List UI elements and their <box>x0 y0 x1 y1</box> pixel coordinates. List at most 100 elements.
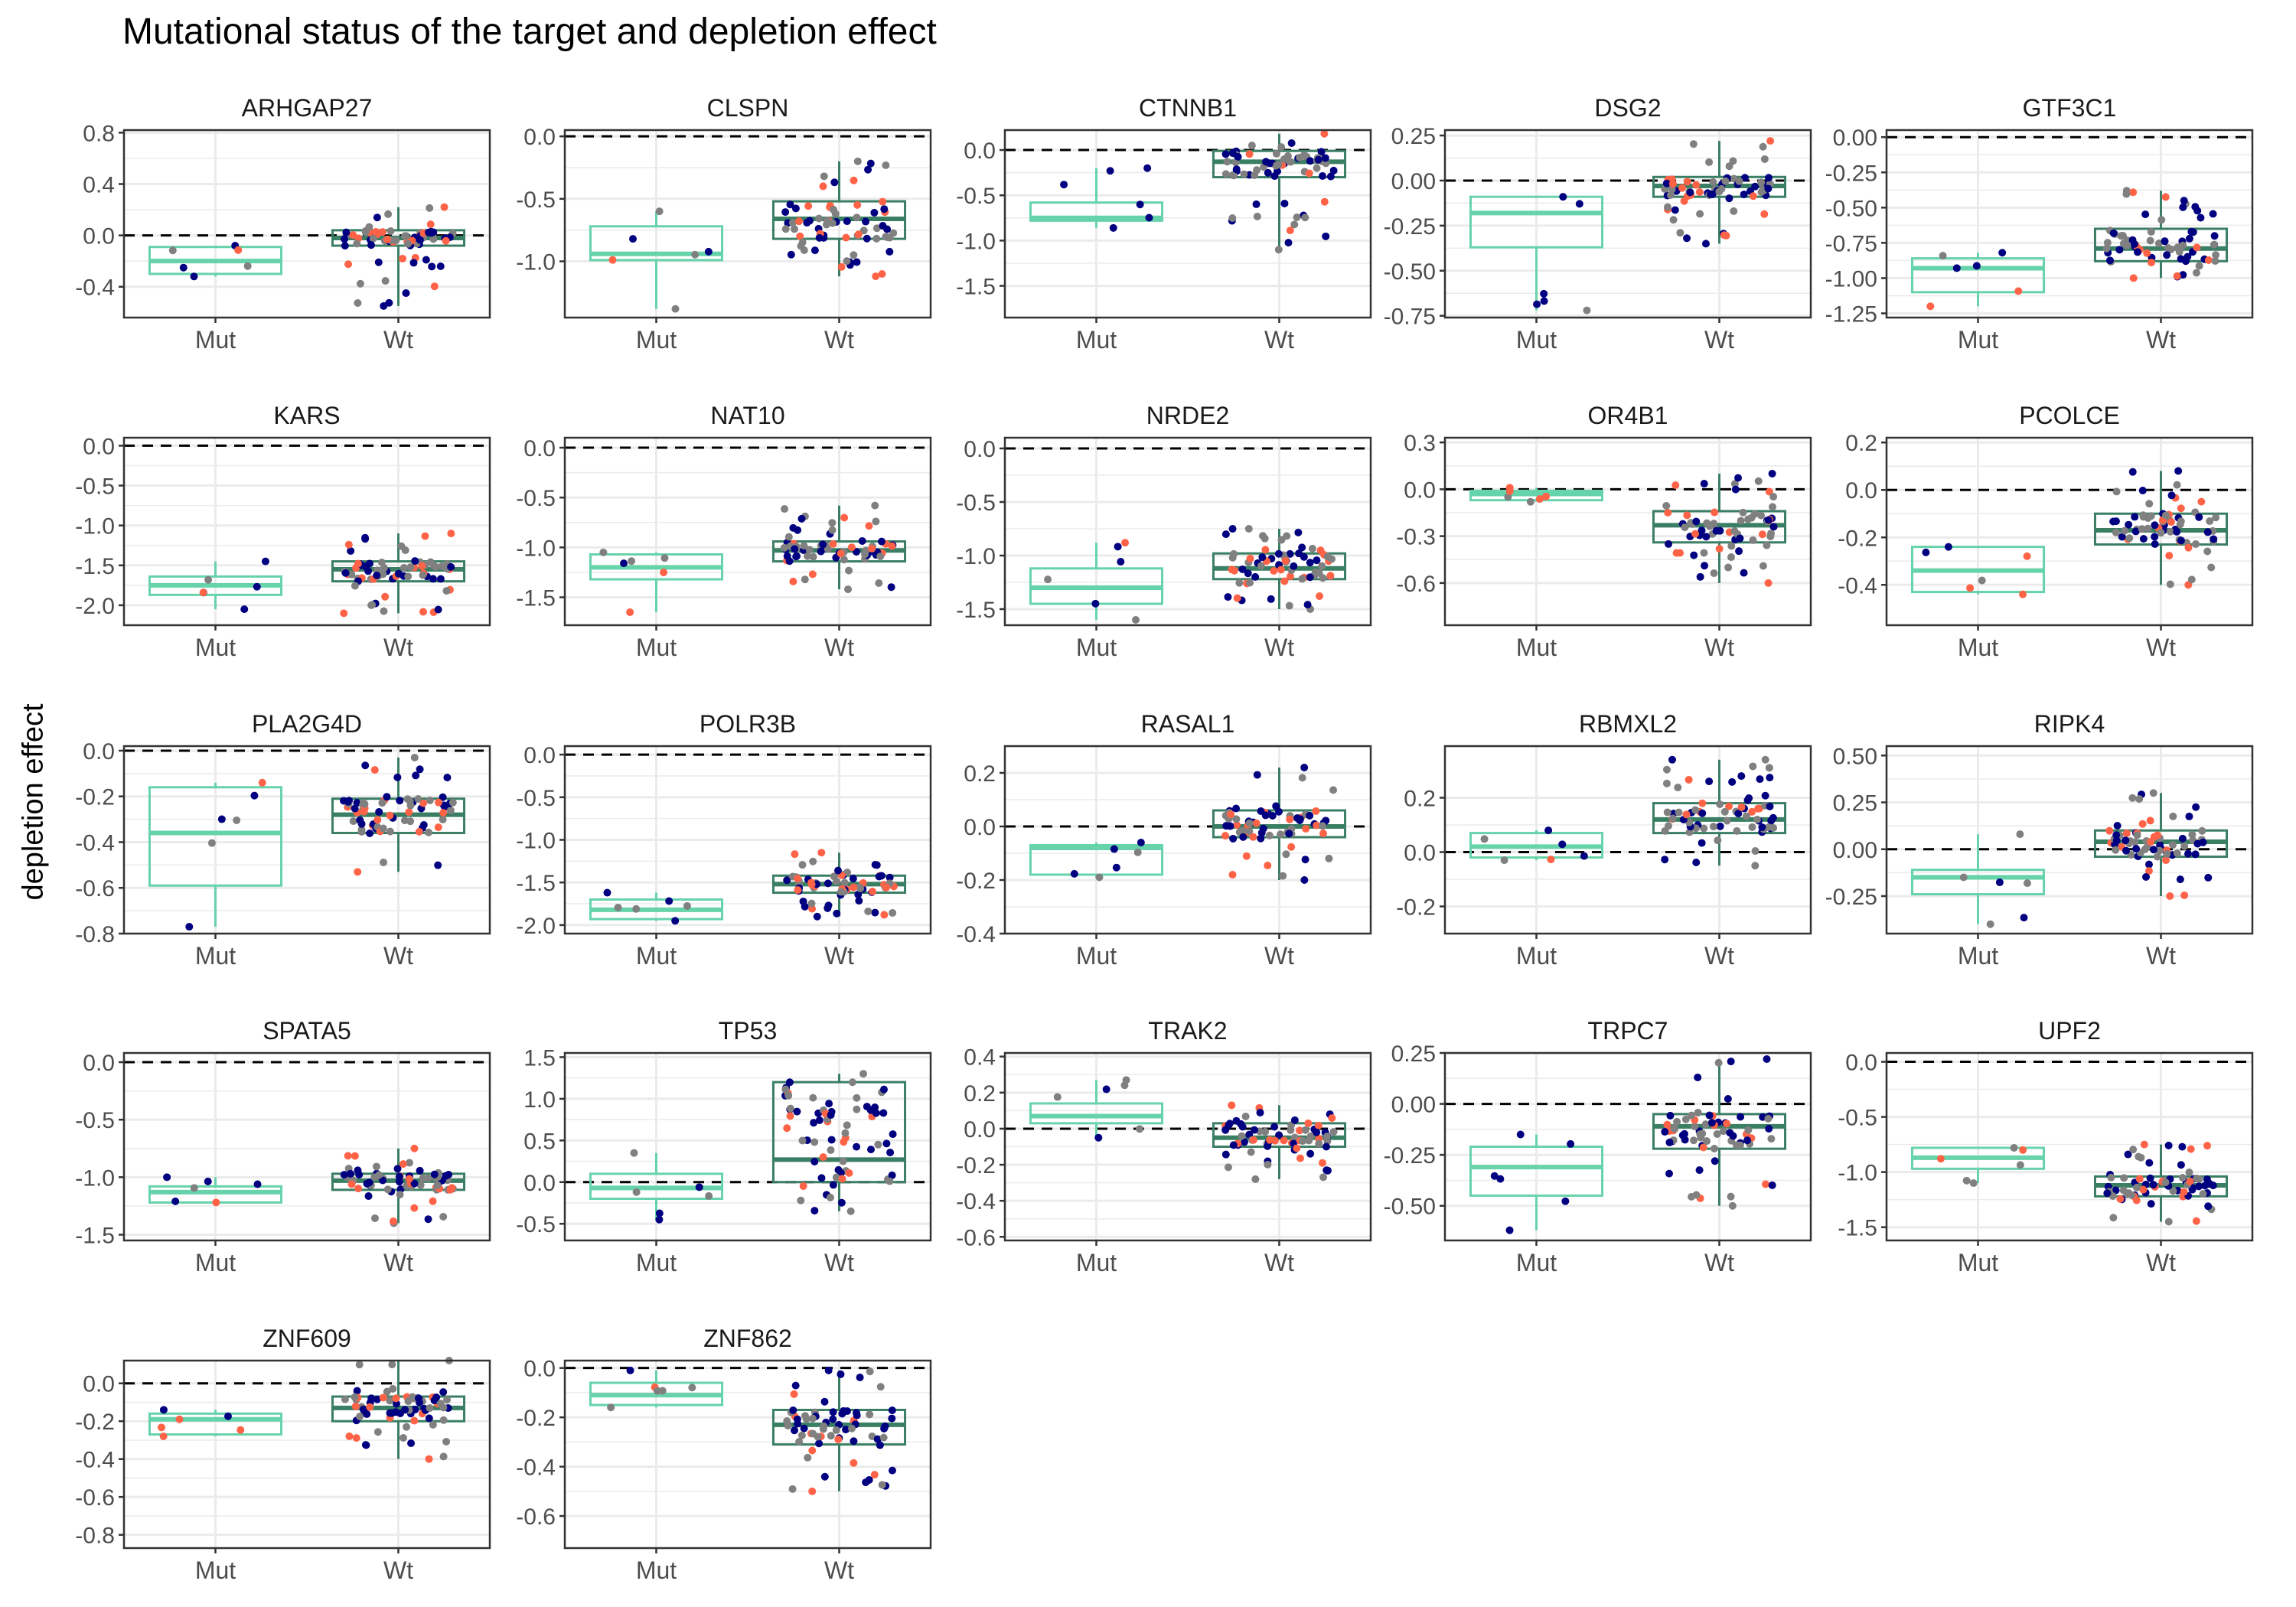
data-point <box>813 912 821 921</box>
data-point <box>1293 1144 1301 1152</box>
x-tick-label-mut: Mut <box>636 1249 677 1276</box>
boxplot-mut <box>1029 1080 1164 1138</box>
data-point <box>1298 575 1306 583</box>
data-point <box>2128 468 2137 476</box>
y-tick-label: 0.0 <box>1404 478 1436 503</box>
data-point <box>1756 775 1764 784</box>
data-point <box>1114 543 1122 551</box>
data-point <box>791 850 799 859</box>
data-point <box>1306 573 1314 582</box>
data-point <box>2191 850 2200 859</box>
points-znf862 <box>607 1366 896 1495</box>
panel-border <box>122 436 491 627</box>
y-tick-label: -1.0 <box>516 536 556 561</box>
data-point <box>2145 500 2154 508</box>
data-point <box>2165 552 2174 560</box>
data-point <box>1329 786 1338 794</box>
data-point <box>1701 1120 1710 1129</box>
data-point <box>1268 811 1277 820</box>
data-point <box>819 1153 827 1162</box>
panel-rbmxl2: RBMXL2 0.2 0.0 -0.2 Mut Wt <box>1396 710 1812 970</box>
data-point <box>815 233 823 242</box>
panel-title-rasal1: RASAL1 <box>1141 710 1235 738</box>
data-point <box>405 1175 413 1183</box>
points-znf609 <box>158 1357 453 1463</box>
data-point <box>2177 504 2185 513</box>
data-point <box>888 1171 896 1179</box>
data-point <box>2210 535 2218 543</box>
data-point <box>386 811 394 820</box>
data-point <box>233 816 241 824</box>
boxplot-mut <box>589 211 724 309</box>
boxplot-mut <box>1469 1134 1604 1231</box>
data-point <box>1221 170 1230 178</box>
data-point <box>1094 1133 1103 1142</box>
data-point <box>872 1109 880 1117</box>
data-point <box>1249 1136 1257 1144</box>
data-point <box>655 207 664 216</box>
data-point <box>858 536 866 545</box>
data-point <box>882 883 891 892</box>
data-point <box>848 1078 856 1087</box>
data-point <box>344 540 353 549</box>
data-point <box>439 809 448 817</box>
panel-background <box>565 438 931 625</box>
data-point <box>345 1432 354 1440</box>
data-point <box>355 1361 364 1369</box>
data-point <box>2150 833 2158 841</box>
data-point <box>1683 178 1691 186</box>
points-spata5 <box>163 1144 457 1227</box>
data-point <box>1286 227 1294 235</box>
data-point <box>1939 252 1947 260</box>
y-tick-label: 0.0 <box>83 434 115 459</box>
data-point <box>2195 1175 2203 1184</box>
boxplot-mut <box>1910 546 2046 595</box>
data-point <box>1766 137 1775 145</box>
panel-spata5: SPATA5 0.0 -0.5 -1.0 -1.5 Mut Wt <box>75 1017 491 1276</box>
data-point <box>888 1466 896 1475</box>
data-point <box>603 888 612 897</box>
data-point <box>2203 1175 2211 1184</box>
data-point <box>1721 177 1730 185</box>
panel-border <box>122 1051 491 1242</box>
data-point <box>2176 875 2184 884</box>
data-point <box>353 1387 361 1395</box>
data-point <box>1757 187 1766 196</box>
data-point <box>212 1198 220 1207</box>
data-point <box>705 1191 713 1200</box>
data-point <box>848 1424 856 1433</box>
data-point <box>804 202 813 210</box>
data-point <box>2187 575 2196 584</box>
data-point <box>369 234 377 243</box>
y-tick-label: -0.25 <box>1825 161 1877 186</box>
data-point <box>355 1171 364 1179</box>
data-point <box>843 217 851 226</box>
data-point <box>410 1204 419 1212</box>
data-point <box>784 533 793 541</box>
data-point <box>361 761 370 770</box>
data-point <box>872 234 881 243</box>
y-tick-label: -0.25 <box>1384 214 1436 240</box>
data-point <box>1986 920 1994 928</box>
data-point <box>1712 526 1720 535</box>
data-point <box>2010 1143 2018 1152</box>
data-point <box>1972 262 1981 270</box>
data-point <box>1714 1058 1723 1067</box>
data-point <box>1294 528 1303 536</box>
data-point <box>862 217 870 226</box>
data-point <box>1725 194 1733 203</box>
y-tick-label: 0.0 <box>523 743 556 768</box>
data-point <box>1323 553 1332 561</box>
data-point <box>2197 214 2205 222</box>
y-tick-label: -0.2 <box>956 869 996 894</box>
data-point <box>655 1209 664 1217</box>
data-point <box>416 1181 425 1189</box>
x-tick-label-wt: Wt <box>824 1556 854 1584</box>
y-tick-label: 0.0 <box>83 1372 115 1397</box>
data-point <box>2115 246 2124 254</box>
data-point <box>2157 529 2165 537</box>
box-iqr <box>771 1081 907 1184</box>
y-tick-label: 0.0 <box>1845 478 1877 504</box>
data-point <box>810 1157 819 1165</box>
y-tick-label: -0.4 <box>1838 573 1877 598</box>
